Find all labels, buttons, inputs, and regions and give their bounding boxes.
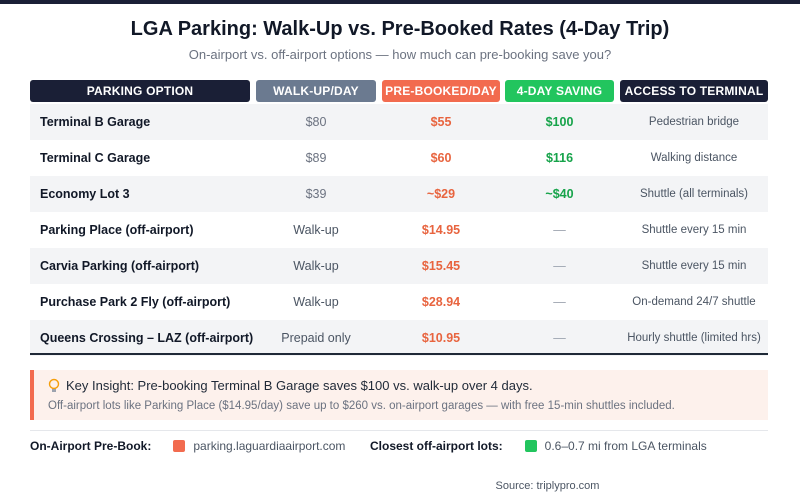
table-row: Terminal C Garage $89 $60 $116 Walking dista… [30,140,768,176]
table-row: Purchase Park 2 Fly (off-airport) Walk-up… [30,284,768,320]
table-cell: Terminal B Garage [40,115,151,129]
column-header: ACCESS TO TERMINAL [620,80,768,102]
table-row: Economy Lot 3 $39 ~$29 ~$40 Shuttle (all ter… [30,176,768,212]
table-cell: $15.45 [421,259,461,273]
table-cell: Terminal C Garage [40,151,151,165]
subtitle: On-airport vs. off-airport options — how… [188,47,612,62]
title: LGA Parking: Walk-Up vs. Pre-Booked Rate… [130,18,670,40]
insight-box: Key Insight: Pre-booking Terminal B Gara… [30,370,768,420]
table-cell: $28.94 [421,295,461,309]
table-cell: Carvia Parking (off-airport) [40,259,200,273]
table-cell: Pedestrian bridge [648,116,740,128]
separator [30,430,768,431]
table-cell: Shuttle (all terminals) [639,188,748,200]
table-row: Carvia Parking (off-airport) Walk-up $15.4… [30,248,768,284]
table-cell: — [553,331,566,345]
bulb-icon [48,378,60,392]
table-cell: $14.95 [421,223,461,237]
table-cell: Walk-up [293,295,339,309]
table-cell: Hourly shuttle (limited hrs) [627,332,761,344]
table-cell: — [553,259,566,273]
insight-detail: Off-airport lots like Parking Place ($14… [48,400,675,412]
table-row: Queens Crossing – LAZ (off-airport) Prepa… [30,320,768,356]
column-header: PARKING OPTION [30,80,250,102]
top-bar [0,0,800,4]
table-cell: Parking Place (off-airport) [40,223,194,237]
legend-text: 0.6–0.7 mi from LGA terminals [544,439,707,453]
table-cell: Queens Crossing – LAZ (off-airport) [40,331,254,345]
table-cell: Shuttle every 15 min [641,260,747,272]
table-cell: — [553,223,566,237]
table-cell: Shuttle every 15 min [641,224,747,236]
column-header: 4-DAY SAVING [505,80,614,102]
legend-text: parking.laguardiaairport.com [193,439,346,453]
table-cell: $89 [305,151,327,165]
table-cell: $80 [305,115,327,129]
source: Source: triplypro.com [495,480,600,492]
insight-headline: Key Insight: Pre-booking Terminal B Gara… [66,378,533,393]
table-row: Terminal B Garage $80 $55 $100 Pedestrian br… [30,104,768,140]
legend-label: On-Airport Pre-Book: [30,439,152,453]
table-cell: $60 [430,151,452,165]
table-cell: Walking distance [650,152,738,164]
table-cell: ~$40 [545,187,574,201]
table-cell: $10.95 [421,331,461,345]
legend-swatch [524,440,537,452]
table-cell: Purchase Park 2 Fly (off-airport) [40,295,231,309]
table-cell: $116 [545,151,574,165]
table-cell: $55 [430,115,452,129]
legend-swatch [173,440,186,452]
table-cell: $39 [305,187,327,201]
table-cell: Economy Lot 3 [40,187,130,201]
legend-item: Closest off-airport lots: 0.6–0.7 mi from… [370,438,707,454]
table-cell: ~$29 [426,187,456,201]
legend-label: Closest off-airport lots: [370,439,503,453]
column-header: WALK-UP/DAY [256,80,376,102]
table-cell: Walk-up [293,259,339,273]
table-cell: On-demand 24/7 shuttle [632,296,756,308]
table-row: Parking Place (off-airport) Walk-up $14.95… [30,212,768,248]
table-cell: Walk-up [293,223,339,237]
table-cell: $100 [545,115,574,129]
table-cell: Prepaid only [281,331,351,345]
table-cell: — [553,295,566,309]
column-header: PRE-BOOKED/DAY [382,80,500,102]
table-rule [30,353,768,355]
legend-item: On-Airport Pre-Book: parking.laguardiaair… [30,438,345,454]
